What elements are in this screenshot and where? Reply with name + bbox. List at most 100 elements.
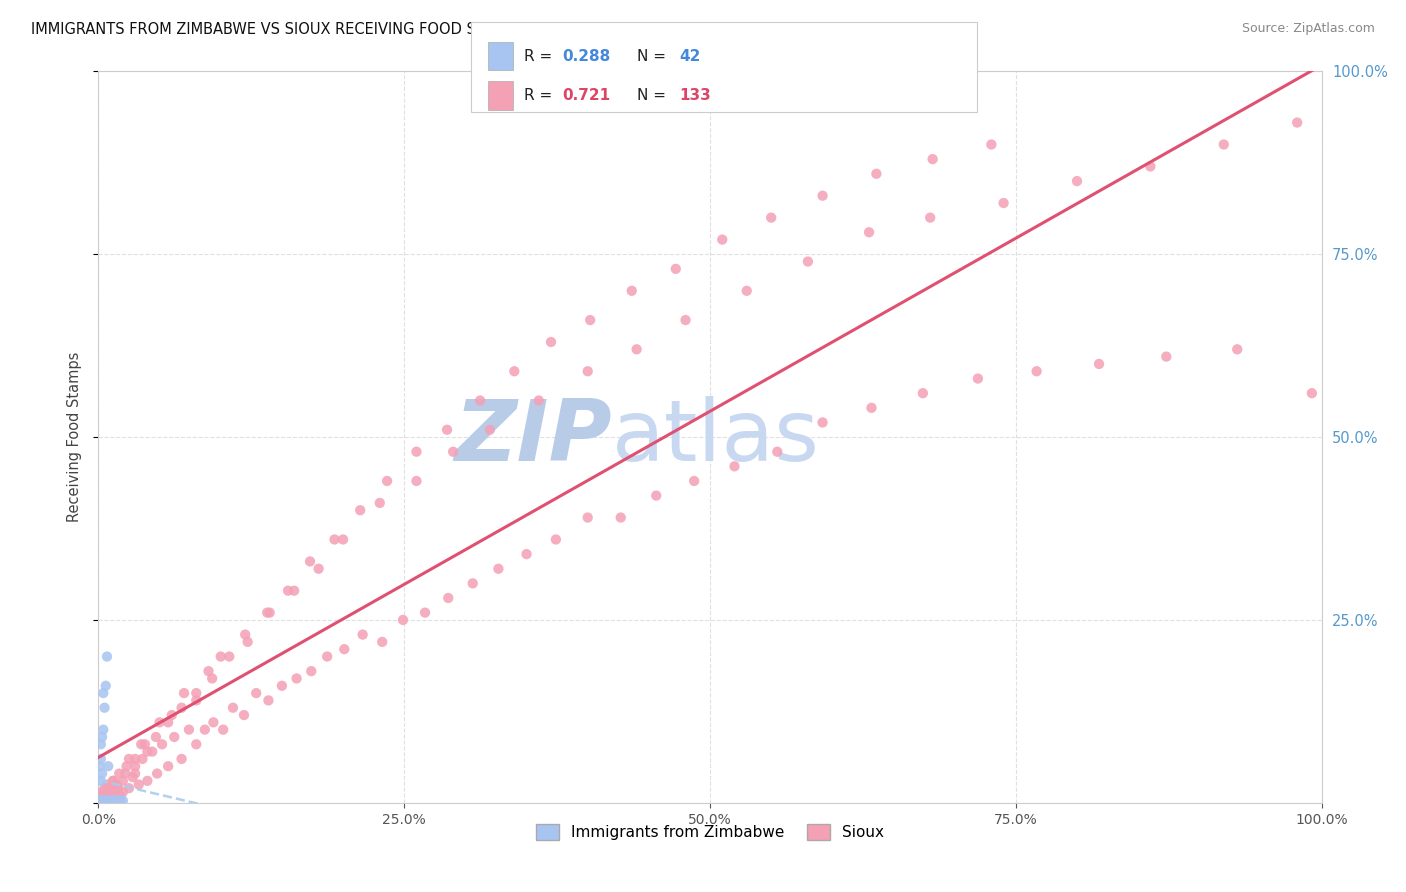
Point	[332, 533, 354, 547]
Text: 42: 42	[679, 49, 700, 63]
Point	[468, 393, 491, 408]
Point	[860, 401, 883, 415]
Point	[89, 794, 111, 808]
Point	[911, 386, 934, 401]
Text: ZIP: ZIP	[454, 395, 612, 479]
Point	[90, 789, 112, 803]
Point	[100, 789, 122, 803]
Point	[245, 686, 267, 700]
Point	[236, 635, 259, 649]
Point	[308, 562, 330, 576]
Point	[93, 794, 115, 808]
Point	[797, 254, 820, 268]
Point	[761, 211, 783, 225]
Point	[194, 723, 217, 737]
Point	[1088, 357, 1111, 371]
Point	[368, 496, 391, 510]
Point	[259, 606, 281, 620]
Point	[100, 789, 122, 803]
Point	[146, 766, 169, 780]
Point	[186, 737, 208, 751]
Point	[256, 606, 278, 620]
Point	[105, 781, 128, 796]
Point	[1226, 343, 1249, 357]
Point	[145, 730, 167, 744]
Point	[101, 794, 124, 808]
Point	[478, 423, 501, 437]
Point	[333, 642, 356, 657]
Point	[285, 672, 308, 686]
Point	[461, 576, 484, 591]
Point	[90, 795, 112, 809]
Point	[121, 770, 143, 784]
Point	[441, 444, 464, 458]
Y-axis label: Receiving Food Stamps: Receiving Food Stamps	[67, 351, 83, 523]
Point	[675, 313, 697, 327]
Point	[118, 781, 141, 796]
Point	[186, 693, 208, 707]
Point	[91, 785, 114, 799]
Point	[163, 730, 186, 744]
Point	[1212, 137, 1234, 152]
Point	[101, 794, 124, 808]
Point	[94, 793, 117, 807]
Point	[103, 785, 125, 799]
Point	[115, 759, 138, 773]
Point	[93, 789, 115, 803]
Point	[576, 510, 599, 524]
Legend: Immigrants from Zimbabwe, Sioux: Immigrants from Zimbabwe, Sioux	[530, 818, 890, 847]
Point	[124, 759, 146, 773]
Point	[920, 211, 942, 225]
Point	[212, 723, 235, 737]
Point	[540, 334, 562, 349]
Point	[609, 510, 631, 524]
Point	[89, 794, 111, 808]
Point	[101, 773, 124, 788]
Point	[209, 649, 232, 664]
Point	[91, 794, 114, 808]
Point	[283, 583, 305, 598]
Point	[270, 679, 294, 693]
Point	[118, 752, 141, 766]
Point	[436, 423, 458, 437]
Point	[129, 737, 152, 751]
Point	[87, 793, 110, 807]
Point	[766, 444, 789, 458]
Point	[299, 554, 322, 568]
Point	[91, 794, 114, 808]
Point	[645, 489, 668, 503]
Point	[515, 547, 537, 561]
Point	[967, 371, 990, 385]
Point	[105, 794, 128, 808]
Point	[136, 773, 159, 788]
Text: R =: R =	[524, 88, 558, 103]
Point	[665, 261, 688, 276]
Point	[375, 474, 398, 488]
Point	[87, 794, 110, 808]
Point	[202, 715, 225, 730]
Point	[93, 781, 115, 796]
Point	[90, 752, 112, 766]
Point	[128, 778, 150, 792]
Point	[94, 789, 117, 803]
Point	[323, 533, 346, 547]
Point	[96, 778, 118, 792]
Point	[87, 794, 110, 808]
Point	[980, 137, 1002, 152]
Point	[371, 635, 394, 649]
Point	[723, 459, 745, 474]
Point	[711, 233, 734, 247]
Point	[91, 686, 114, 700]
Point	[1286, 115, 1309, 129]
Point	[89, 793, 111, 807]
Point	[108, 766, 131, 780]
Point	[114, 766, 136, 780]
Point	[89, 759, 111, 773]
Point	[170, 752, 193, 766]
Point	[134, 737, 156, 751]
Point	[150, 737, 173, 751]
Point	[98, 794, 121, 808]
Point	[486, 562, 509, 576]
Point	[90, 737, 112, 751]
Point	[90, 773, 112, 788]
